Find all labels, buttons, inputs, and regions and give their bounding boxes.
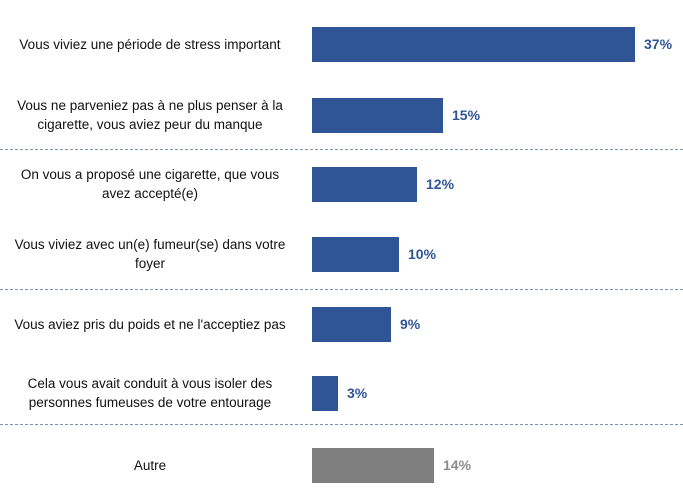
bar (312, 236, 399, 272)
data-label: 9% (400, 315, 421, 332)
bar (312, 166, 417, 202)
category-label: Vous viviez une période de stress import… (0, 35, 300, 54)
data-label: 3% (347, 384, 368, 401)
category-label-line: Autre (133, 457, 167, 473)
category-label: Cela vous avait conduit à vous isoler de… (0, 374, 300, 412)
data-label: 10% (408, 245, 437, 262)
category-label: Vous viviez avec un(e) fumeur(se) dans v… (0, 235, 300, 273)
category-label: Vous aviez pris du poids et ne l'accepti… (0, 315, 300, 334)
bar (312, 26, 635, 62)
group-separator (0, 289, 683, 290)
category-label-line: Vous ne parveniez pas à ne plus penser à… (17, 98, 283, 113)
category-label-line: personnes fumeuses de votre entourage (28, 395, 272, 410)
data-label: 14% (443, 456, 472, 473)
category-label-line: Vous viviez avec un(e) fumeur(se) dans v… (14, 237, 286, 252)
bar (312, 306, 391, 342)
bar (312, 447, 434, 483)
category-label-line: Vous viviez une période de stress import… (19, 36, 281, 52)
category-label-line: On vous a proposé une cigarette, que vou… (20, 167, 280, 182)
category-label-line: avez accepté(e) (101, 186, 199, 201)
group-separator (0, 424, 683, 425)
category-label: On vous a proposé une cigarette, que vou… (0, 165, 300, 203)
bar (312, 97, 443, 133)
category-label: Autre (0, 456, 300, 475)
data-label: 15% (452, 106, 481, 123)
group-separator (0, 149, 683, 150)
category-label-line: Vous aviez pris du poids et ne l'accepti… (14, 316, 286, 332)
category-label-line: foyer (134, 256, 165, 271)
category-label-line: Cela vous avait conduit à vous isoler de… (27, 376, 273, 391)
category-label: Vous ne parveniez pas à ne plus penser à… (0, 96, 300, 134)
bar (312, 375, 338, 411)
category-label-line: cigarette, vous aviez peur du manque (37, 117, 263, 132)
data-label: 37% (644, 35, 673, 52)
data-label: 12% (426, 175, 455, 192)
